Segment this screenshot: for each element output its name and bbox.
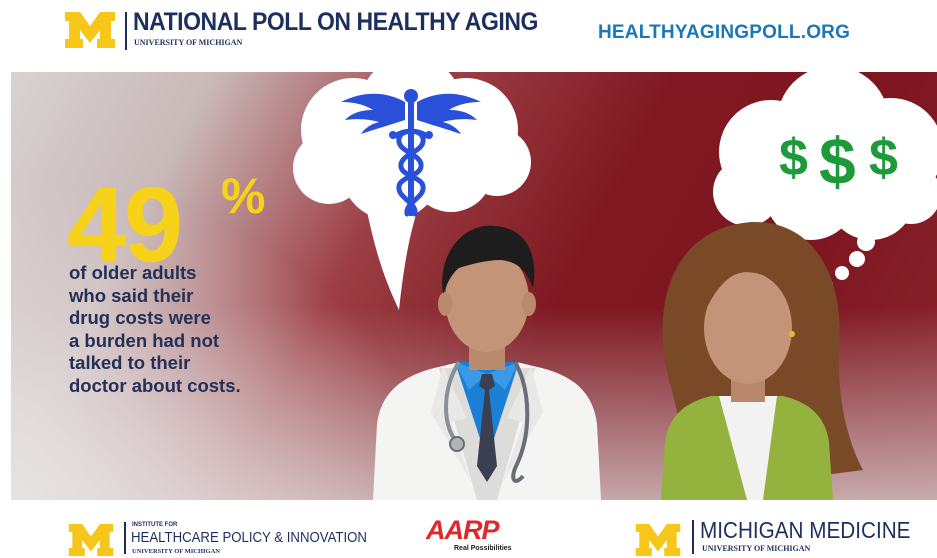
aarp-tagline: Real Possibilities — [454, 545, 512, 552]
michigan-medicine-divider — [692, 520, 694, 554]
block-m-logo — [68, 524, 114, 556]
footer: INSTITUTE FOR HEALTHCARE POLICY & INNOVA… — [0, 500, 937, 558]
illustration-scene: $ $ $ — [293, 72, 937, 500]
ihpi-prefix: INSTITUTE FOR — [132, 522, 178, 528]
ihpi-divider — [124, 522, 126, 554]
michigan-medicine-subtitle: UNIVERSITY OF MICHIGAN — [702, 544, 811, 553]
patient-figure — [661, 221, 863, 500]
stat-caption-line: doctor about costs. — [69, 374, 241, 396]
stat-percent-sign: % — [221, 168, 266, 224]
stat-caption-line: drug costs were — [69, 307, 211, 328]
svg-text:$: $ — [779, 129, 808, 187]
poll-subtitle: UNIVERSITY OF MICHIGAN — [134, 38, 243, 47]
patient-thought-bubble — [713, 72, 937, 298]
stat-percentage-value: 49 — [67, 166, 183, 284]
hero-illustration: $ $ $ — [11, 72, 937, 500]
caduceus-icon — [341, 89, 481, 217]
ihpi-subtitle: UNIVERSITY OF MICHIGAN — [132, 548, 220, 555]
stat-caption-line: of older adults — [69, 262, 197, 283]
block-m-logo — [635, 524, 681, 556]
doctor-figure — [373, 225, 601, 500]
svg-text:$: $ — [819, 124, 856, 198]
block-m-logo — [65, 12, 115, 48]
aarp-logo: AARP — [426, 515, 500, 545]
stat-caption-line: talked to their — [69, 352, 191, 373]
ihpi-title: HEALTHCARE POLICY & INNOVATION — [131, 529, 367, 546]
website-link[interactable]: HEALTHYAGINGPOLL.ORG — [598, 22, 851, 43]
michigan-medicine-title: MICHIGAN MEDICINE — [700, 517, 911, 543]
svg-text:$: $ — [869, 129, 898, 187]
header-divider — [125, 12, 127, 50]
stat-caption-line: a burden had not — [69, 329, 220, 351]
poll-title: NATIONAL POLL ON HEALTHY AGING — [133, 8, 538, 36]
stat-caption-line: who said their — [69, 284, 194, 306]
dollar-signs-icon: $ $ $ — [779, 124, 898, 198]
stat-caption: of older adults who said their drug cost… — [69, 262, 329, 397]
header: NATIONAL POLL ON HEALTHY AGING UNIVERSIT… — [0, 0, 937, 68]
